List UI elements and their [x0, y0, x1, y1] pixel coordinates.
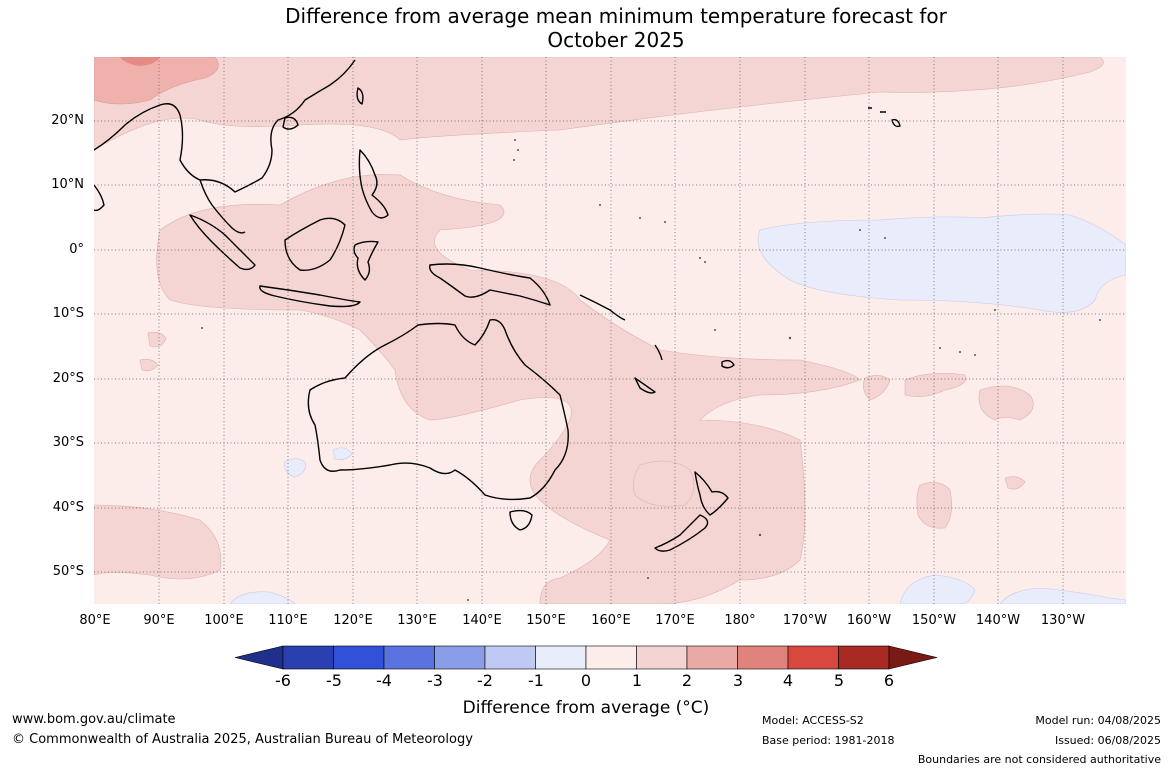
colorbar-tick-label: -2 [477, 671, 493, 690]
asia-mainland-coastline [94, 59, 356, 193]
colorbar-swatch [282, 645, 334, 670]
lon-label: 150°W [911, 613, 957, 628]
lon-label: 140°E [462, 613, 502, 628]
issued-text: Issued: 06/08/2025 [1054, 734, 1161, 747]
borneo-coastline [284, 217, 346, 271]
taiwan-coastline [356, 87, 364, 105]
graticule [94, 57, 1126, 604]
colorbar-tick-label: -3 [427, 671, 443, 690]
colorbar-tick-label: -1 [528, 671, 544, 690]
map-title: Difference from average mean minimum tem… [0, 4, 1173, 52]
australia-coastline [307, 319, 569, 501]
colorbar-tick-label: 4 [782, 671, 794, 690]
lon-label: 80°E [79, 613, 111, 628]
lat-label: 50°S [52, 564, 84, 579]
coastlines [94, 59, 901, 552]
colorbar-swatch [585, 645, 637, 670]
lat-label: 20°S [52, 371, 84, 386]
lat-label: 0° [69, 242, 84, 257]
colorbar-tick-label: 5 [833, 671, 845, 690]
colorbar-swatch [484, 645, 536, 670]
colorbar-tick-label: 2 [681, 671, 693, 690]
colorbar-tick-label: 6 [883, 671, 895, 690]
sumatra-coastline [189, 214, 256, 271]
colorbar-tick-label: -4 [376, 671, 392, 690]
colorbar-swatch [636, 645, 688, 670]
lon-label: 170°E [655, 613, 695, 628]
new-guinea-coastline [429, 263, 551, 306]
lat-label: 30°S [52, 435, 84, 450]
colorbar-swatch [787, 645, 839, 670]
colorbar [234, 645, 938, 670]
lon-label: 110°E [268, 613, 308, 628]
colorbar-tick-label: -5 [326, 671, 342, 690]
tasmania-coastline [509, 509, 533, 531]
hainan-coastline [282, 116, 299, 130]
colorbar-swatch [434, 645, 486, 670]
lat-label: 10°N [51, 177, 84, 192]
anomaly-minus-1-to-0-regions [229, 213, 1126, 604]
lon-label: 180° [724, 613, 756, 628]
lon-label: 170°W [782, 613, 828, 628]
lon-label: 90°E [143, 613, 175, 628]
colorbar-swatch [686, 645, 738, 670]
lon-label: 160°E [591, 613, 631, 628]
website-link[interactable]: www.bom.gov.au/climate [12, 712, 176, 727]
new-caledonia-coastline [634, 377, 656, 394]
colorbar-swatch [383, 645, 435, 670]
colorbar-tick-label: 1 [631, 671, 643, 690]
colorbar-tick-label: 0 [580, 671, 592, 690]
fiji-coastline [721, 359, 735, 369]
lat-label: 20°N [51, 113, 84, 128]
lon-label: 130°E [397, 613, 437, 628]
boundaries-note: Boundaries are not considered authoritat… [917, 753, 1161, 766]
sri-lanka-coastline [94, 184, 105, 212]
solomon-islands-coastline [579, 294, 626, 321]
sulawesi-coastline [353, 240, 379, 281]
lon-label: 160°W [846, 613, 892, 628]
new-zealand-south-coastline [654, 514, 709, 552]
copyright-text: © Commonwealth of Australia 2025, Austra… [12, 732, 473, 747]
title-line-1: Difference from average mean minimum tem… [285, 4, 947, 28]
model-run-text: Model run: 04/08/2025 [1035, 714, 1161, 727]
title-line-2: October 2025 [547, 28, 685, 52]
lat-label: 10°S [52, 306, 84, 321]
anomaly-2-to-3-regions [94, 57, 219, 105]
philippines-coastline [358, 149, 389, 219]
lon-label: 130°W [1040, 613, 1086, 628]
colorbar-tick-label: -6 [275, 671, 291, 690]
colorbar-swatch [737, 645, 789, 670]
lon-label: 120°E [333, 613, 373, 628]
lat-label: 40°S [52, 500, 84, 515]
base-period-text: Base period: 1981-2018 [762, 734, 895, 747]
pacific-islands [201, 139, 1101, 601]
hawaii-coastline [868, 107, 901, 128]
anomaly-3-to-4-regions [120, 57, 160, 66]
colorbar-extend-low [234, 645, 284, 670]
colorbar-swatch [838, 645, 890, 670]
colorbar-title: Difference from average (°C) [462, 698, 710, 718]
colorbar-swatch [333, 645, 385, 670]
vanuatu-coastline [654, 344, 663, 361]
lon-label: 140°W [975, 613, 1021, 628]
colorbar-swatch [535, 645, 587, 670]
model-text: Model: ACCESS-S2 [762, 714, 864, 727]
colorbar-tick-label: 3 [732, 671, 744, 690]
new-zealand-north-coastline [694, 471, 729, 516]
java-coastline [259, 285, 361, 308]
colorbar-extend-high [888, 645, 938, 670]
lon-label: 150°E [526, 613, 566, 628]
lon-label: 100°E [204, 613, 244, 628]
malay-peninsula-coastline [199, 179, 246, 234]
